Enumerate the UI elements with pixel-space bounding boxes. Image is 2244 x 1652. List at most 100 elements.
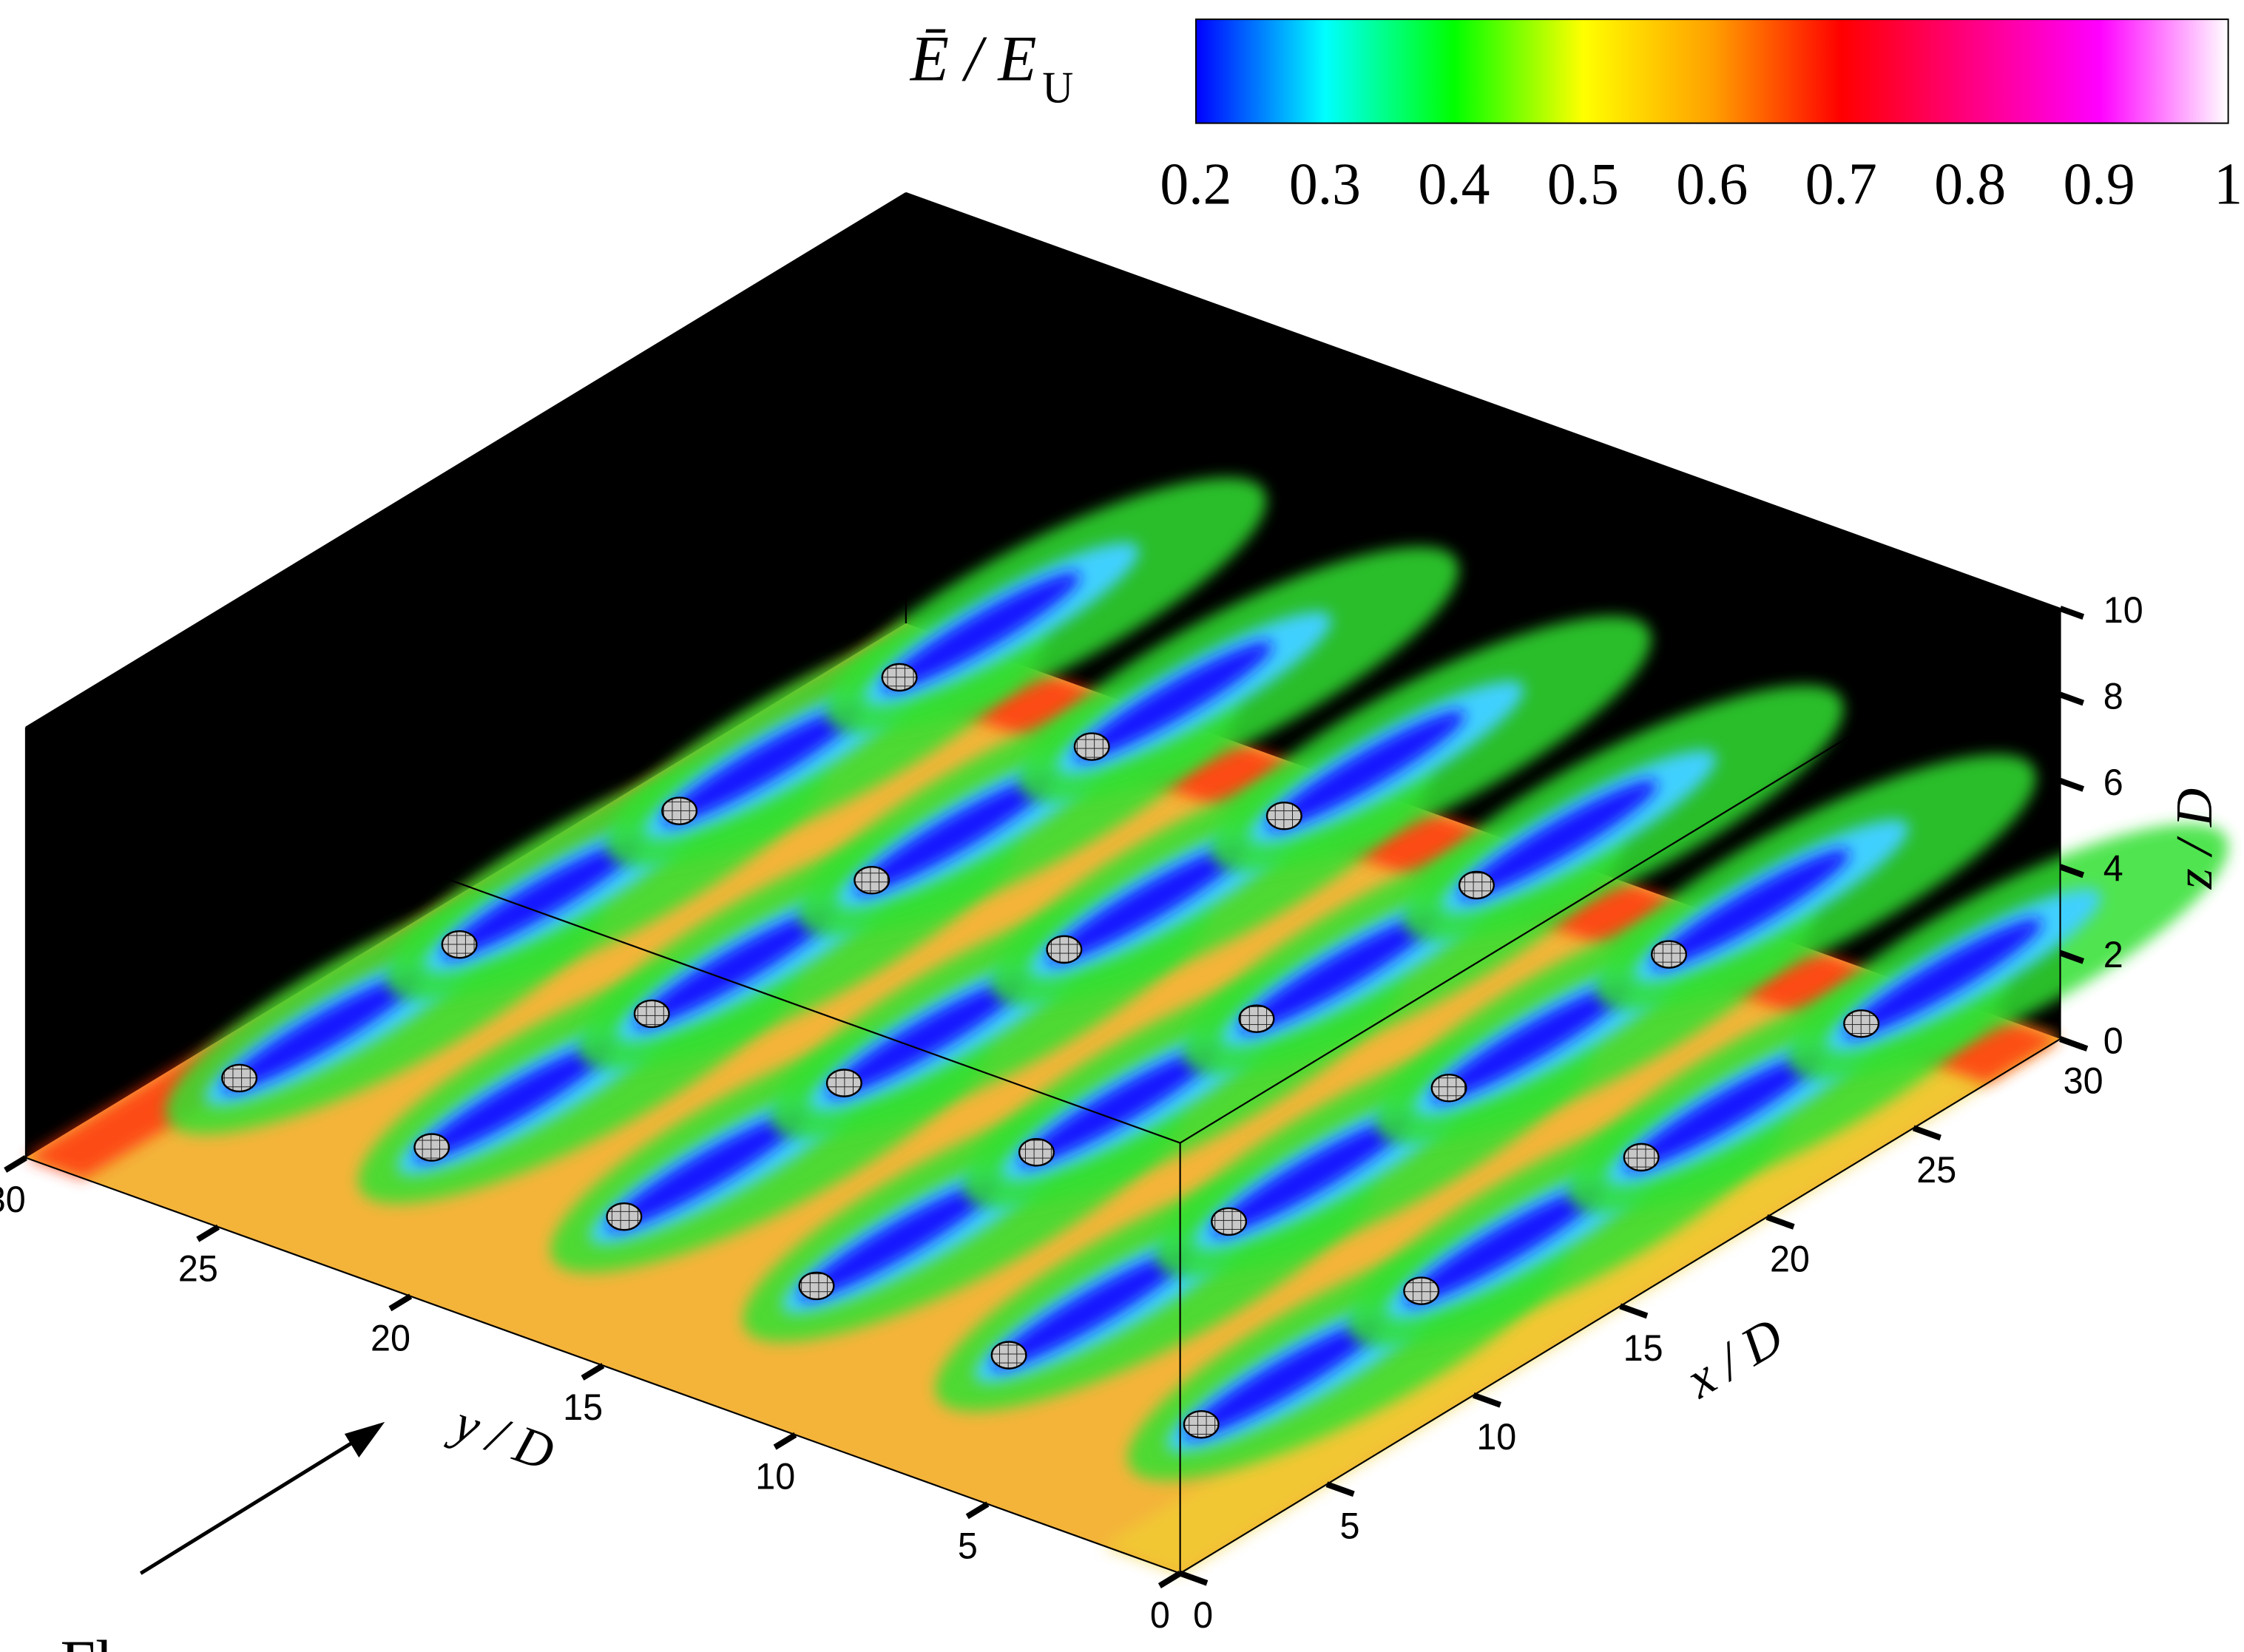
z-tick-label: 0 bbox=[2103, 1020, 2123, 1062]
y-tick-label: 5 bbox=[958, 1526, 978, 1567]
wall-back-right bbox=[905, 252, 2061, 678]
turbine bbox=[1073, 732, 1110, 761]
flow-arrow-head bbox=[344, 1421, 385, 1458]
y-tick bbox=[4, 1155, 27, 1173]
turbine bbox=[798, 1271, 835, 1301]
turbine bbox=[854, 865, 890, 895]
wall-back-left bbox=[25, 554, 906, 1098]
wall-back-left bbox=[25, 416, 906, 960]
wake-core bbox=[1240, 913, 1438, 1033]
y-tick-label: 30 bbox=[0, 1179, 26, 1220]
wake-core bbox=[1459, 780, 1658, 899]
x-tick-label: 30 bbox=[2064, 1060, 2103, 1102]
z-tick bbox=[2059, 691, 2085, 706]
z-tick bbox=[2059, 949, 2085, 964]
wall-back-left bbox=[25, 296, 906, 839]
wall-back-left bbox=[25, 459, 906, 1003]
wall-back-left bbox=[25, 571, 906, 1115]
turbine bbox=[1046, 935, 1083, 964]
colorbar-tick-label: 1 bbox=[2214, 152, 2243, 217]
x-tick bbox=[1765, 1214, 1795, 1230]
wall-back-left bbox=[25, 209, 906, 754]
x-tick bbox=[1912, 1125, 1941, 1141]
z-tick bbox=[2059, 606, 2085, 620]
z-tick bbox=[2059, 864, 2085, 879]
wake-core bbox=[414, 1042, 613, 1162]
colorbar-tick-label: 0.2 bbox=[1160, 152, 1231, 217]
wake-core bbox=[854, 775, 1053, 894]
wall-back-right bbox=[905, 235, 2061, 660]
marks bbox=[221, 663, 1880, 1439]
wake-core bbox=[1432, 983, 1630, 1102]
wall-back-left bbox=[25, 606, 906, 1149]
wall-back-left bbox=[25, 476, 906, 1020]
x-axis-label: x / D bbox=[1677, 1307, 1793, 1409]
wall-back-right bbox=[905, 287, 2061, 712]
x-tick bbox=[1325, 1481, 1355, 1497]
turbine bbox=[413, 1133, 450, 1162]
wall-back-right bbox=[905, 347, 2061, 773]
colorbar-label-sub: U bbox=[1042, 62, 1073, 112]
flow-arrow bbox=[139, 1435, 363, 1575]
wall-back-right bbox=[905, 313, 2061, 738]
colorbar-tick-label: 0.5 bbox=[1547, 152, 1619, 217]
wake-core bbox=[1844, 918, 2043, 1037]
wall-back-left bbox=[25, 252, 906, 796]
wake-core bbox=[1184, 1319, 1383, 1438]
wall-back-left bbox=[25, 235, 906, 779]
wall-back-right bbox=[905, 356, 2061, 781]
turbine bbox=[633, 999, 670, 1029]
wake-core bbox=[800, 1181, 998, 1300]
colorbar-tick-label: 0.7 bbox=[1805, 152, 1877, 217]
z-tick-label: 8 bbox=[2103, 676, 2123, 717]
wake-core bbox=[827, 978, 1026, 1097]
wall-back-left bbox=[25, 545, 906, 1089]
turbine bbox=[221, 1063, 258, 1093]
wake-core bbox=[1404, 1185, 1603, 1305]
y-tick bbox=[196, 1224, 220, 1242]
turbine bbox=[1430, 1073, 1467, 1103]
box-edge bbox=[905, 192, 2061, 609]
wake-core bbox=[1624, 1052, 1823, 1171]
wall-back-right bbox=[905, 365, 2061, 790]
wall-back-left bbox=[25, 356, 906, 900]
z-tick-label: 6 bbox=[2103, 762, 2123, 803]
turbine bbox=[1403, 1276, 1440, 1305]
colorbar-label: Ē / E bbox=[909, 22, 1037, 95]
colorbar-tick-label: 0.8 bbox=[1934, 152, 2006, 217]
wall-back-right bbox=[905, 209, 2061, 634]
wall-back-left bbox=[25, 347, 906, 891]
wall-back-right bbox=[905, 226, 2061, 652]
wake-core bbox=[222, 973, 421, 1092]
wall-back-left bbox=[25, 407, 906, 952]
wall-back-left bbox=[25, 313, 906, 857]
z-tick-label: 4 bbox=[2103, 848, 2123, 890]
wake-core bbox=[1075, 641, 1274, 761]
wall-back-right bbox=[905, 244, 2061, 669]
wake-core bbox=[442, 839, 641, 958]
turbine bbox=[1211, 1207, 1248, 1236]
y-tick bbox=[388, 1293, 413, 1312]
wall-back-left bbox=[25, 373, 906, 917]
z-tick-label: 2 bbox=[2103, 934, 2123, 975]
wall-back-right bbox=[905, 321, 2061, 747]
turbine bbox=[990, 1341, 1027, 1370]
wall-back-left bbox=[25, 270, 906, 813]
wall-back-right bbox=[905, 261, 2061, 686]
turbine bbox=[1651, 940, 1687, 969]
wall-back-left bbox=[25, 511, 906, 1054]
wall-back-left bbox=[25, 287, 906, 831]
turbine bbox=[1018, 1137, 1055, 1167]
y-tick-label: 25 bbox=[178, 1248, 218, 1290]
wall-back-left bbox=[25, 200, 906, 745]
wall-back-left bbox=[25, 588, 906, 1132]
x-tick-label: 20 bbox=[1770, 1239, 1810, 1280]
wall-back-left bbox=[25, 304, 906, 848]
turbine bbox=[441, 930, 478, 959]
y-tick-label: 20 bbox=[371, 1318, 410, 1359]
frame bbox=[4, 192, 2089, 1588]
wall-back-left bbox=[25, 278, 906, 822]
wall-back-left bbox=[25, 226, 906, 771]
z-axis-label: z / D bbox=[2166, 788, 2223, 890]
